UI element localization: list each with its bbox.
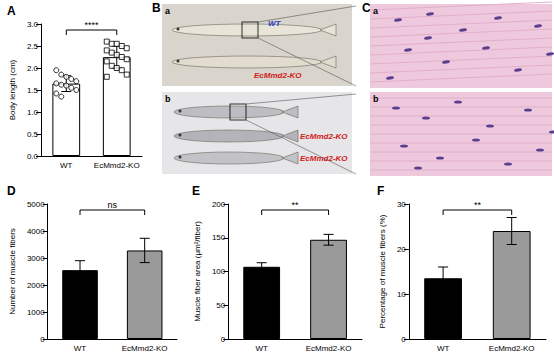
svg-text:D: D (7, 184, 16, 198)
svg-text:0: 0 (40, 335, 45, 344)
svg-text:a: a (165, 6, 171, 16)
svg-text:EcMmd2-KO: EcMmd2-KO (94, 161, 140, 170)
svg-text:3000: 3000 (27, 254, 45, 263)
svg-text:Muscle fiber area (μm²/fiber): Muscle fiber area (μm²/fiber) (193, 221, 202, 322)
svg-text:WT: WT (437, 344, 450, 353)
svg-text:EcMmd2-KO: EcMmd2-KO (489, 344, 535, 353)
svg-text:50: 50 (216, 301, 225, 310)
svg-text:150: 150 (212, 233, 226, 242)
svg-text:****: **** (85, 20, 100, 30)
svg-text:5000: 5000 (27, 200, 45, 209)
svg-text:a: a (373, 6, 379, 16)
svg-text:2000: 2000 (27, 281, 45, 290)
svg-text:EcMmd2-KO: EcMmd2-KO (300, 154, 348, 163)
svg-text:0: 0 (401, 335, 406, 344)
svg-text:B: B (152, 1, 161, 15)
svg-text:Number of muscle fibers: Number of muscle fibers (8, 228, 17, 315)
svg-text:2.0: 2.0 (27, 64, 39, 73)
svg-text:**: ** (292, 200, 300, 210)
svg-text:F: F (377, 184, 384, 198)
svg-text:4000: 4000 (27, 227, 45, 236)
svg-text:**: ** (474, 200, 482, 210)
svg-text:WT: WT (255, 344, 268, 353)
svg-text:1000: 1000 (27, 308, 45, 317)
svg-text:C: C (362, 1, 371, 15)
svg-text:b: b (165, 94, 171, 104)
svg-text:100: 100 (212, 267, 226, 276)
svg-text:b: b (373, 94, 379, 104)
svg-text:Body length (cm): Body length (cm) (8, 59, 17, 120)
svg-text:0.5: 0.5 (27, 130, 39, 139)
svg-text:WT: WT (60, 161, 73, 170)
svg-text:20: 20 (397, 245, 406, 254)
svg-text:10: 10 (397, 290, 406, 299)
svg-text:A: A (7, 4, 16, 18)
svg-text:30: 30 (397, 200, 406, 209)
svg-text:WT: WT (268, 19, 282, 28)
svg-text:1.0: 1.0 (27, 108, 39, 117)
svg-text:0.0: 0.0 (27, 152, 39, 161)
svg-text:200: 200 (212, 200, 226, 209)
svg-text:1.5: 1.5 (27, 86, 39, 95)
svg-text:3.0: 3.0 (27, 20, 39, 29)
svg-text:WT: WT (74, 344, 87, 353)
svg-text:EcMmd2-KO: EcMmd2-KO (254, 71, 302, 80)
svg-text:EcMmd2-KO: EcMmd2-KO (306, 344, 352, 353)
svg-text:EcMmd2-KO: EcMmd2-KO (300, 132, 348, 141)
svg-text:2.5: 2.5 (27, 42, 39, 51)
svg-text:Percentage of muscle fibers (%: Percentage of muscle fibers (%) (378, 214, 387, 328)
svg-text:ns: ns (108, 200, 118, 210)
svg-text:EcMmd2-KO: EcMmd2-KO (122, 344, 168, 353)
svg-text:E: E (192, 184, 200, 198)
svg-text:0: 0 (221, 335, 226, 344)
